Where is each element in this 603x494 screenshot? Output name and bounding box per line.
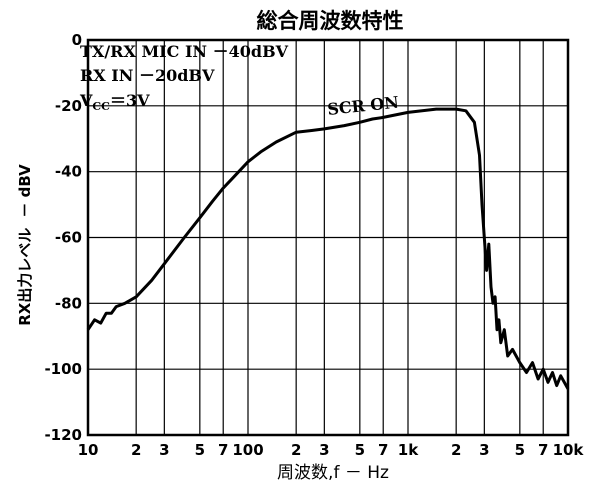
y-axis-ticks: 0 -20 -40 -60 -80 -100 -120 [44,31,82,444]
y-tick-label: -20 [55,97,82,115]
x-tick-label: 2 [451,441,461,459]
x-tick-label: 5 [355,441,365,459]
x-tick-label: 10k [553,441,585,459]
x-axis-label: 周波数,f － Hz [277,463,389,483]
x-tick-label: 2 [131,441,141,459]
y-axis-label-main: RX出力レベル [16,228,34,326]
x-tick-label: 7 [378,441,388,459]
y-tick-label: -120 [44,426,82,444]
y-axis-label: RX出力レベル － dBV [16,164,34,326]
series-line-output-level [86,107,570,390]
x-tick-label: 5 [195,441,205,459]
x-tick-label: 10 [78,441,99,459]
x-axis-ticks: 10 2 3 5 7 100 2 3 5 7 1k 2 3 5 7 10k [78,441,585,459]
x-tick-label: 7 [538,441,548,459]
condition-line-3: VCC＝3V [79,91,150,113]
x-tick-label: 3 [159,441,169,459]
y-tick-label: -80 [55,294,82,312]
vcc-prefix: V [79,91,93,110]
x-tick-label: 7 [218,441,228,459]
y-tick-label: -40 [55,163,82,181]
x-tick-label: 100 [232,441,263,459]
chart-title: 総合周波数特性 [257,9,404,33]
x-tick-label: 1k [398,441,419,459]
x-tick-label: 2 [291,441,301,459]
condition-line-1: TX/RX MIC IN －40dBV [80,42,289,61]
y-tick-label: -100 [44,360,82,378]
x-tick-label: 3 [479,441,489,459]
vcc-suffix: ＝3V [110,91,150,110]
vcc-subscript: CC [92,100,110,113]
y-tick-label: 0 [72,31,82,49]
x-tick-label: 5 [515,441,525,459]
y-axis-label-unit: － dBV [16,164,34,218]
y-tick-label: -60 [55,229,82,247]
condition-line-2: RX IN －20dBV [80,66,215,85]
plot-frame [86,38,570,437]
x-tick-label: 3 [319,441,329,459]
condition-notes: TX/RX MIC IN －40dBV RX IN －20dBV VCC＝3V [79,42,289,113]
